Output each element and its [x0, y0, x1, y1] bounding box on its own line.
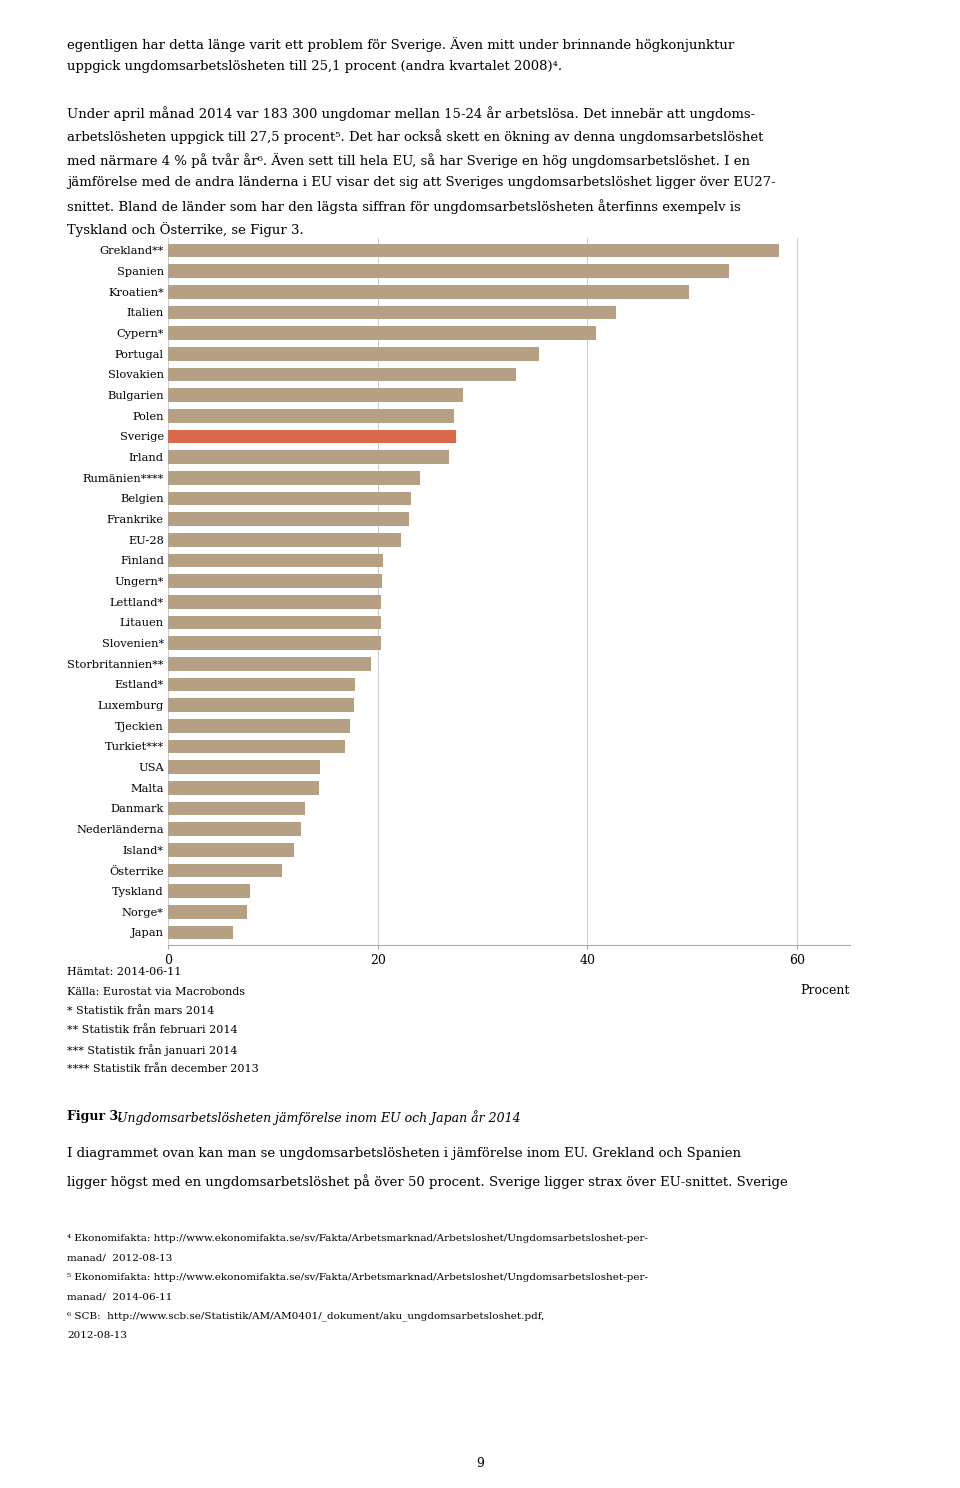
- Bar: [168, 554, 383, 567]
- Text: manad/  2012-08-13: manad/ 2012-08-13: [67, 1253, 173, 1262]
- Text: arbetslösheten uppgick till 27,5 procent⁵. Det har också skett en ökning av denn: arbetslösheten uppgick till 27,5 procent…: [67, 129, 763, 144]
- Bar: [168, 368, 516, 381]
- Text: ⁵ Ekonomifakta: http://www.ekonomifakta.se/sv/Fakta/Arbetsmarknad/Arbetsloshet/U: ⁵ Ekonomifakta: http://www.ekonomifakta.…: [67, 1272, 648, 1281]
- Bar: [168, 926, 233, 939]
- Bar: [168, 781, 319, 795]
- Text: med närmare 4 % på tvår år⁶. Även sett till hela EU, så har Sverige en hög ungdo: med närmare 4 % på tvår år⁶. Även sett t…: [67, 152, 750, 168]
- Bar: [168, 326, 596, 339]
- Bar: [168, 658, 372, 671]
- Bar: [168, 823, 301, 836]
- Text: ** Statistik från februari 2014: ** Statistik från februari 2014: [67, 1025, 238, 1036]
- Text: Ungdomsarbetslösheten jämförelse inom EU och Japan år 2014: Ungdomsarbetslösheten jämförelse inom EU…: [117, 1110, 520, 1125]
- Text: * Statistik från mars 2014: * Statistik från mars 2014: [67, 1006, 215, 1016]
- Text: **** Statistik från december 2013: **** Statistik från december 2013: [67, 1064, 259, 1074]
- Text: *** Statistik från januari 2014: *** Statistik från januari 2014: [67, 1045, 238, 1056]
- Bar: [168, 244, 780, 257]
- Bar: [168, 305, 615, 320]
- Text: snittet. Bland de länder som har den lägsta siffran för ungdomsarbetslösheten åt: snittet. Bland de länder som har den läg…: [67, 199, 741, 213]
- Bar: [168, 430, 456, 443]
- Bar: [168, 574, 382, 588]
- Text: jämförelse med de andra länderna i EU visar det sig att Sveriges ungdomsarbetslö: jämförelse med de andra länderna i EU vi…: [67, 176, 776, 189]
- Bar: [168, 760, 320, 774]
- Bar: [168, 347, 540, 360]
- Text: I diagrammet ovan kan man se ungdomsarbetslösheten i jämförelse inom EU. Greklan: I diagrammet ovan kan man se ungdomsarbe…: [67, 1147, 741, 1161]
- Text: egentligen har detta länge varit ett problem för Sverige. Även mitt under brinna: egentligen har detta länge varit ett pro…: [67, 37, 734, 52]
- Bar: [168, 719, 350, 732]
- Bar: [168, 616, 381, 629]
- Text: Figur 3.: Figur 3.: [67, 1110, 123, 1123]
- Bar: [168, 802, 305, 815]
- Text: 9: 9: [476, 1457, 484, 1470]
- Text: Hämtat: 2014-06-11: Hämtat: 2014-06-11: [67, 967, 181, 978]
- Bar: [168, 595, 381, 609]
- Bar: [168, 844, 294, 857]
- Bar: [168, 905, 247, 918]
- Text: ligger högst med en ungdomsarbetslöshet på över 50 procent. Sverige ligger strax: ligger högst med en ungdomsarbetslöshet …: [67, 1174, 788, 1189]
- Bar: [168, 533, 400, 546]
- Text: Under april månad 2014 var 183 300 ungdomar mellan 15-24 år arbetslösa. Det inne: Under april månad 2014 var 183 300 ungdo…: [67, 107, 756, 121]
- Bar: [168, 491, 411, 506]
- Bar: [168, 740, 346, 753]
- Bar: [168, 698, 353, 711]
- Bar: [168, 409, 454, 423]
- Text: manad/  2014-06-11: manad/ 2014-06-11: [67, 1292, 173, 1301]
- Bar: [168, 286, 689, 299]
- Text: Tyskland och Österrike, se Figur 3.: Tyskland och Österrike, se Figur 3.: [67, 222, 304, 237]
- Text: ⁴ Ekonomifakta: http://www.ekonomifakta.se/sv/Fakta/Arbetsmarknad/Arbetsloshet/U: ⁴ Ekonomifakta: http://www.ekonomifakta.…: [67, 1234, 648, 1242]
- Text: ⁶ SCB:  http://www.scb.se/Statistik/AM/AM0401/_dokument/aku_ungdomsarbetsloshet.: ⁶ SCB: http://www.scb.se/Statistik/AM/AM…: [67, 1311, 544, 1321]
- Bar: [168, 637, 381, 650]
- Bar: [168, 863, 282, 878]
- Bar: [168, 884, 250, 897]
- Text: Procent: Procent: [801, 984, 850, 997]
- Bar: [168, 451, 449, 464]
- Bar: [168, 265, 729, 278]
- Bar: [168, 677, 354, 692]
- Bar: [168, 388, 463, 402]
- Text: uppgick ungdomsarbetslösheten till 25,1 procent (andra kvartalet 2008)⁴.: uppgick ungdomsarbetslösheten till 25,1 …: [67, 60, 563, 73]
- Bar: [168, 512, 409, 525]
- Text: 2012-08-13: 2012-08-13: [67, 1330, 127, 1339]
- Bar: [168, 472, 420, 485]
- Text: Källa: Eurostat via Macrobonds: Källa: Eurostat via Macrobonds: [67, 987, 246, 997]
